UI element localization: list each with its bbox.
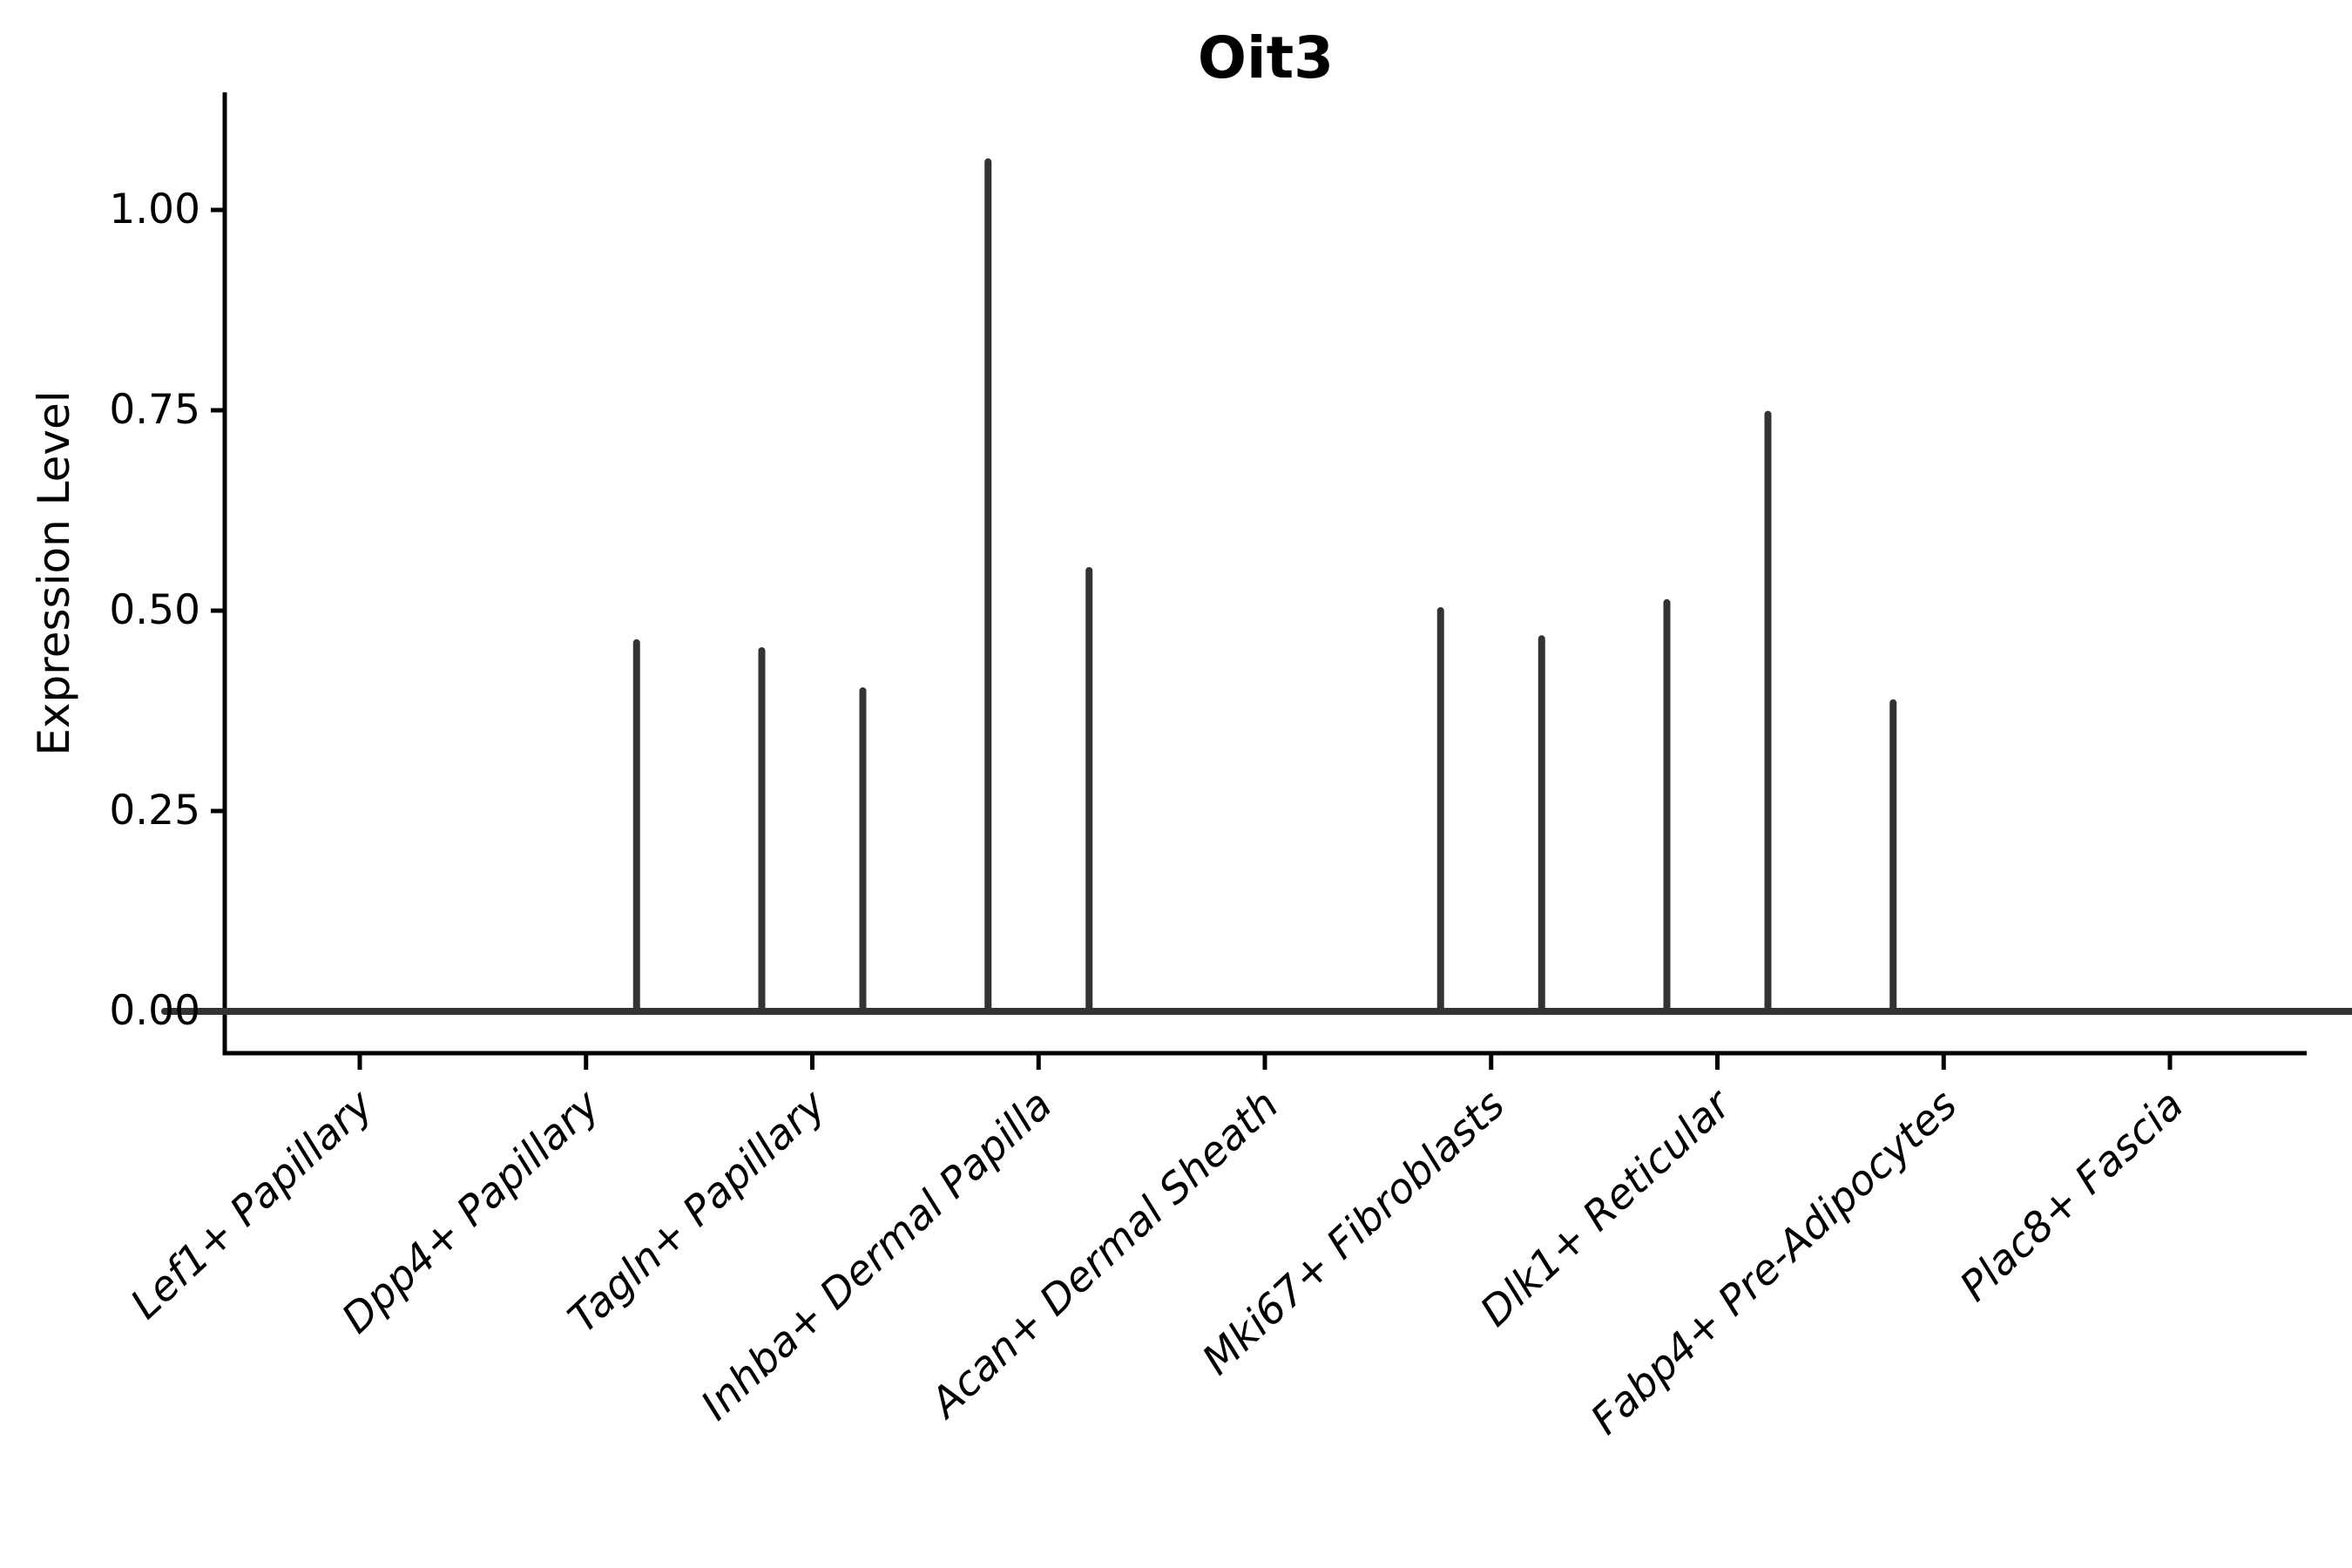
- y-tick-label: 0.00: [109, 987, 200, 1035]
- y-tick-label: 0.50: [109, 586, 200, 634]
- y-tick-label: 0.75: [109, 386, 200, 434]
- page-title: Oit3: [1197, 24, 1335, 91]
- y-tick-label: 1.00: [109, 186, 200, 233]
- y-tick-label: 0.25: [109, 787, 200, 835]
